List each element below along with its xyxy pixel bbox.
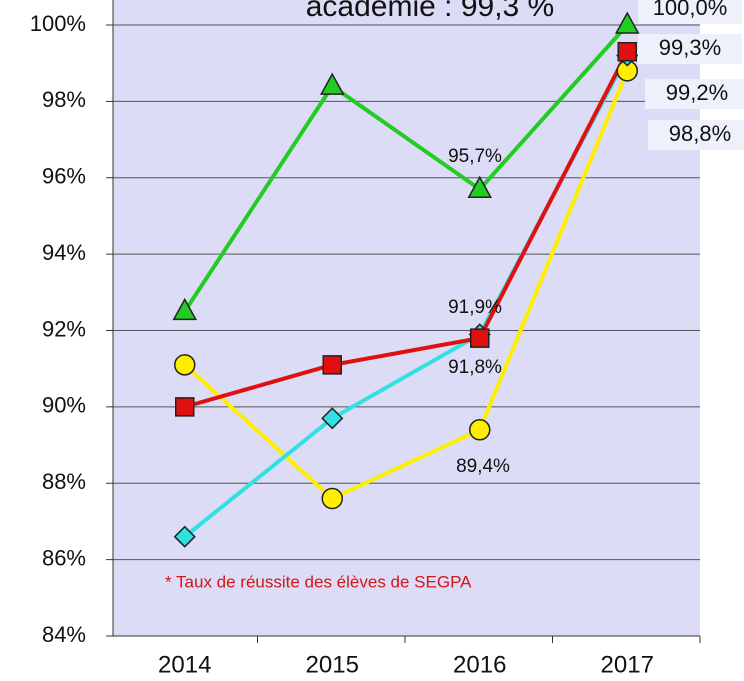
point [319, 72, 345, 95]
x-tick-label: 2017 [601, 651, 654, 678]
y-tick-label: 98% [42, 87, 86, 112]
point [322, 355, 342, 375]
annotation: * Taux de réussite des élèves de SEGPA [165, 572, 472, 591]
point [321, 487, 343, 510]
data-label: 91,9% [448, 297, 502, 318]
chart-title: académie : 99,3 % [306, 0, 554, 23]
series-line [183, 23, 629, 313]
data-label: 98,8% [669, 121, 731, 146]
x-tick-label: 2014 [158, 651, 211, 678]
data-label: 89,4% [456, 456, 510, 477]
y-tick-label: 92% [42, 316, 86, 341]
point [172, 297, 198, 321]
y-tick-label: 86% [42, 545, 86, 570]
point [321, 407, 344, 430]
point [614, 11, 640, 34]
series-line [184, 50, 630, 409]
label-background [648, 120, 744, 150]
point [470, 328, 490, 348]
plot-background [113, 0, 700, 636]
point [175, 397, 195, 417]
y-tick-label: 84% [42, 622, 86, 647]
y-tick-label: 94% [42, 240, 86, 265]
label-background [638, 34, 742, 64]
point [173, 525, 196, 548]
data-label: 99,3% [659, 35, 721, 60]
data-label: 91,8% [448, 357, 502, 378]
series-line [183, 70, 630, 501]
point [467, 175, 493, 198]
y-tick-label: 88% [42, 469, 86, 494]
y-tick-label: 96% [42, 164, 86, 189]
point [174, 354, 196, 376]
label-background [638, 0, 742, 24]
y-tick-label: 100% [30, 11, 86, 36]
label-background [645, 79, 744, 109]
data-label: 100,0% [653, 0, 728, 20]
point [617, 41, 637, 62]
point [469, 419, 491, 441]
y-tick-label: 90% [42, 393, 86, 418]
x-tick-label: 2015 [306, 651, 359, 678]
data-label: 99,2% [666, 80, 728, 105]
x-tick-label: 2016 [453, 651, 506, 678]
data-label: 95,7% [448, 146, 502, 167]
